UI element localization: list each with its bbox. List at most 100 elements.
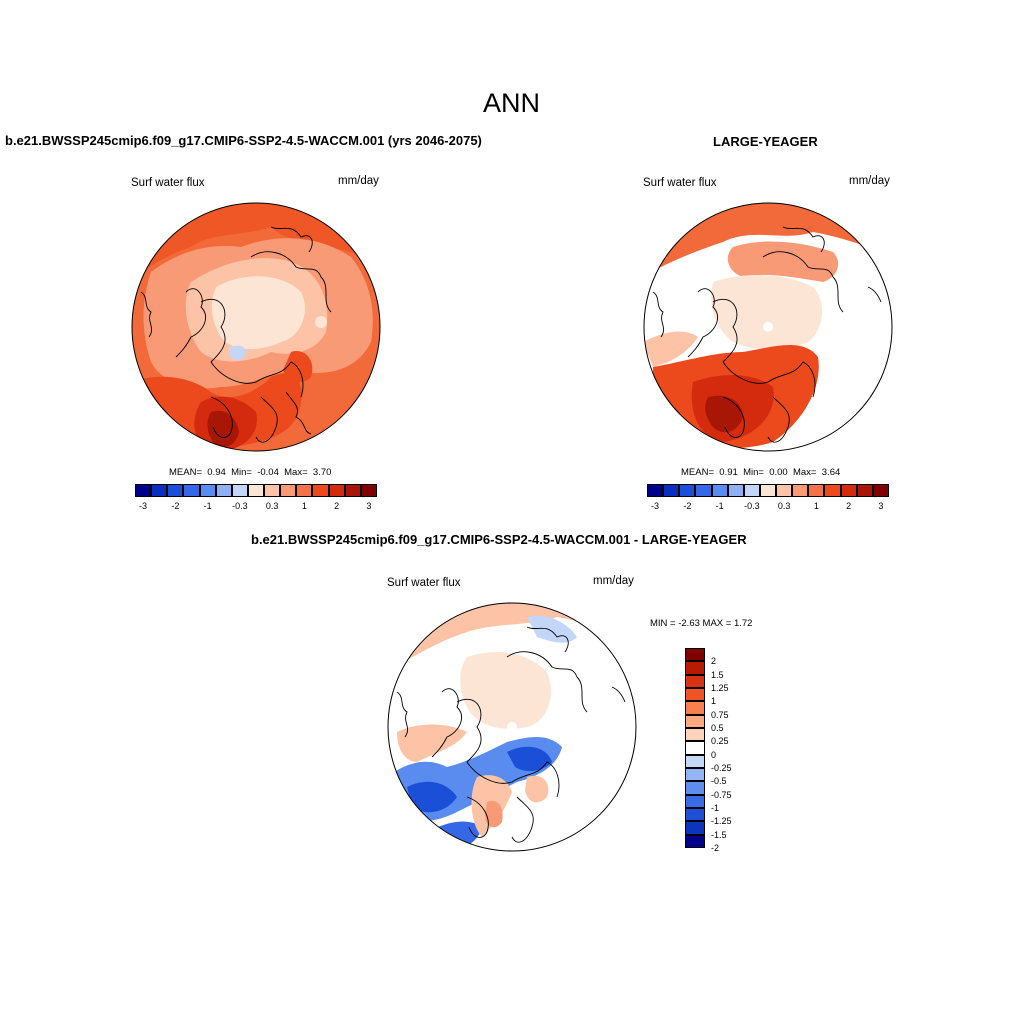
- colorbar-swatch: [685, 674, 705, 688]
- colorbar-label: -0.25: [711, 763, 732, 773]
- colorbar-tick-label: -0.3: [744, 501, 760, 511]
- colorbar-swatch: [231, 484, 248, 497]
- colorbar-tick-label: -0.3: [232, 501, 248, 511]
- min-value: 0.00: [769, 467, 788, 478]
- colorbar-swatch: [685, 701, 705, 715]
- colorbar-swatch: [135, 484, 152, 497]
- colorbar-tick-label: -3: [139, 501, 148, 511]
- colorbar-tick-label: -1: [203, 501, 212, 511]
- colorbar-tick-label: 1: [813, 501, 819, 511]
- colorbar-swatches: [135, 484, 377, 497]
- colorbar-swatch: [685, 728, 705, 742]
- colorbar-swatch: [685, 794, 705, 808]
- colorbar-swatch: [727, 484, 744, 497]
- colorbar-swatch: [695, 484, 712, 497]
- colorbar-tick-label: 0.3: [777, 501, 791, 511]
- colorbar-label: -1: [711, 803, 720, 813]
- colorbar-swatch: [685, 714, 705, 728]
- colorbar-swatch: [824, 484, 841, 497]
- colorbar-label: -2: [711, 843, 720, 853]
- colorbar-swatch: [685, 754, 705, 768]
- panel-right-title: LARGE-YEAGER: [713, 134, 818, 149]
- panel-diff-title: b.e21.BWSSP245cmip6.f09_g17.CMIP6-SSP2-4…: [251, 532, 747, 547]
- colorbar-swatch: [685, 834, 705, 848]
- colorbar-labels: 2 1.5 1.25 1 0.75 0.5 0.25 0 -0.25 -0.5 -0.75 -1 -1.…: [711, 648, 751, 853]
- colorbar-swatch: [711, 484, 728, 497]
- colorbar-swatch: [151, 484, 168, 497]
- colorbar-ticks: -3 -2 -1 -0.3 0.3 1 2 3: [647, 501, 889, 513]
- max-value: 3.70: [312, 467, 332, 478]
- colorbar-swatch: [679, 484, 696, 497]
- colorbar-swatch: [247, 484, 265, 497]
- colorbar-swatch: [183, 484, 200, 497]
- colorbar-swatch: [856, 484, 873, 497]
- colorbar-swatch: [312, 484, 329, 497]
- colorbar-swatch: [685, 808, 705, 822]
- right-stats: MEAN= 0.91 Min= 0.00 Max= 3.64: [681, 467, 840, 478]
- colorbar-tick-label: -2: [171, 501, 180, 511]
- colorbar-swatch: [199, 484, 216, 497]
- map-right: [643, 202, 893, 452]
- colorbar-tick-label: 3: [878, 501, 884, 511]
- colorbar-tick-label: -1: [715, 501, 724, 511]
- colorbar-label: -0.5: [711, 776, 727, 787]
- colorbar-swatch: [167, 484, 184, 497]
- colorbar-swatch: [685, 768, 705, 782]
- colorbar-swatch: [264, 484, 281, 497]
- colorbar-swatch: [280, 484, 297, 497]
- colorbar-label: 1: [711, 696, 717, 707]
- map-left: [131, 202, 381, 452]
- colorbar-difference: 2 1.5 1.25 1 0.75 0.5 0.25 0 -0.25 -0.5 -0.75 -1 -1.…: [685, 648, 755, 853]
- colorbar-swatch: [360, 484, 377, 497]
- colorbar-label: 0.5: [711, 723, 724, 733]
- colorbar-swatch: [808, 484, 825, 497]
- colorbar-swatch: [792, 484, 809, 497]
- max-label: Max=: [284, 467, 308, 478]
- colorbar-swatch: [685, 648, 705, 662]
- colorbar-label: 0.75: [711, 709, 729, 720]
- mean-label: MEAN=: [169, 467, 202, 478]
- colorbar-tick-label: 1: [301, 501, 307, 511]
- colorbar-label: -1.5: [711, 829, 727, 840]
- colorbar-tick-label: -2: [683, 501, 692, 511]
- diff-minmax: MIN = -2.63 MAX = 1.72: [650, 618, 753, 629]
- colorbar-label: 0.25: [711, 736, 729, 747]
- mean-value: 0.94: [207, 467, 226, 478]
- figure-title: ANN: [483, 88, 541, 118]
- colorbar-swatches: [647, 484, 889, 497]
- panel-right-variable: Surf water flux: [643, 177, 717, 189]
- mean-value: 0.91: [719, 467, 738, 478]
- colorbar-tick-label: 2: [334, 501, 340, 511]
- colorbar-tick-label: 0.3: [265, 501, 279, 511]
- colorbar-swatch: [215, 484, 232, 497]
- colorbar-tick-label: -3: [651, 501, 660, 511]
- colorbar-label: -0.75: [711, 789, 732, 800]
- colorbar-swatch: [685, 821, 705, 835]
- colorbar-label: 1.5: [711, 669, 724, 680]
- mean-label: MEAN=: [681, 467, 714, 478]
- panel-right-units: mm/day: [849, 175, 890, 187]
- colorbar-swatch: [872, 484, 889, 497]
- colorbar-swatch: [685, 661, 705, 675]
- colorbar-swatch: [685, 688, 705, 702]
- panel-left-variable: Surf water flux: [131, 177, 205, 189]
- colorbar-swatch: [328, 484, 345, 497]
- min-value: -0.04: [257, 467, 279, 478]
- colorbar-swatch: [840, 484, 857, 497]
- panel-diff-units: mm/day: [593, 575, 634, 587]
- colorbar-swatch: [776, 484, 793, 497]
- colorbar-label: 0: [711, 749, 717, 760]
- panel-left-title: b.e21.BWSSP245cmip6.f09_g17.CMIP6-SSP2-4…: [5, 133, 482, 148]
- colorbar-swatch: [685, 741, 705, 755]
- panel-diff-variable: Surf water flux: [387, 577, 461, 589]
- colorbar-ticks: -3 -2 -1 -0.3 0.3 1 2 3: [135, 501, 377, 513]
- colorbar-swatch: [685, 781, 705, 795]
- colorbar-tick-label: 3: [366, 501, 372, 511]
- panel-left-units: mm/day: [338, 175, 379, 187]
- colorbar-label: 1.25: [711, 683, 729, 693]
- colorbar-swatches: [685, 648, 705, 848]
- left-stats: MEAN= 0.94 Min= -0.04 Max= 3.70: [169, 467, 331, 478]
- max-label: Max=: [792, 467, 817, 478]
- colorbar-swatch: [743, 484, 760, 497]
- min-label: Min=: [231, 467, 252, 478]
